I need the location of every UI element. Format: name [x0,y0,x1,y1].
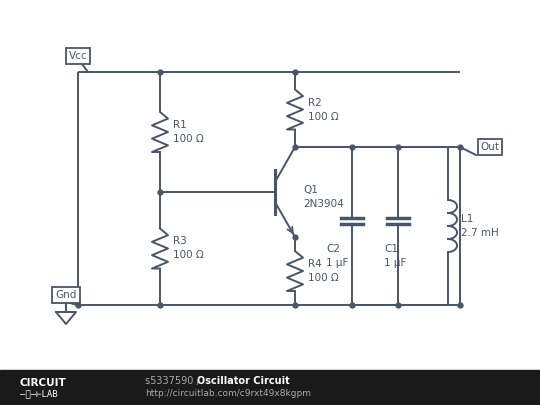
Text: Oscillator Circuit: Oscillator Circuit [197,376,290,386]
Text: C1
1 µF: C1 1 µF [384,244,407,268]
Text: CIRCUIT: CIRCUIT [20,378,67,388]
Text: Out: Out [481,142,500,152]
Bar [0,370,540,405]
Text: Gnd: Gnd [55,290,77,300]
Text: R2
100 Ω: R2 100 Ω [308,98,339,121]
Text: –∿–⊢LAB: –∿–⊢LAB [20,390,58,399]
Text: R1
100 Ω: R1 100 Ω [173,120,204,144]
Text: Q1
2N3904: Q1 2N3904 [303,185,344,209]
Text: s5337590 /: s5337590 / [145,376,203,386]
Text: L1
2.7 mH: L1 2.7 mH [461,214,499,238]
Text: C2
1 µF: C2 1 µF [326,244,348,268]
Text: R4
100 Ω: R4 100 Ω [308,259,339,283]
Text: R3
100 Ω: R3 100 Ω [173,237,204,260]
Text: Vcc: Vcc [69,51,87,61]
Text: http://circuitlab.com/c9rxt49x8kgpm: http://circuitlab.com/c9rxt49x8kgpm [145,388,311,397]
